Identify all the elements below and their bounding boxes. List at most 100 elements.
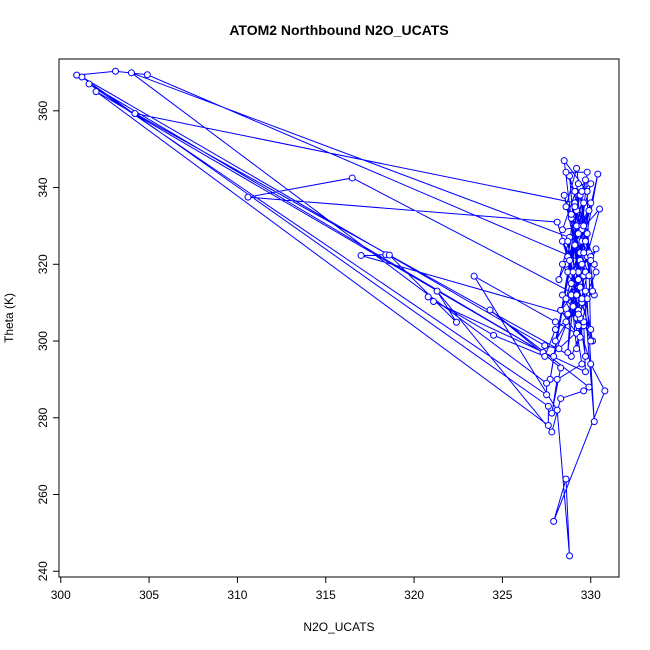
data-point	[592, 245, 600, 253]
data-point	[581, 352, 589, 360]
data-point	[357, 251, 365, 259]
data-point	[430, 298, 438, 305]
data-point	[550, 517, 558, 525]
data-point	[558, 226, 566, 234]
data-point	[573, 164, 581, 172]
data-point	[589, 287, 596, 295]
data-point	[553, 218, 561, 226]
data-point	[571, 241, 579, 249]
data-point	[560, 157, 568, 165]
data-point	[574, 322, 582, 330]
data-point	[486, 306, 494, 314]
data-point	[470, 272, 478, 280]
data-point	[587, 337, 595, 345]
data-point	[562, 295, 570, 303]
data-point	[590, 418, 598, 426]
data-point	[578, 295, 586, 303]
data-point	[490, 331, 498, 339]
data-point	[244, 193, 252, 201]
data-point	[583, 168, 591, 176]
data-point	[596, 205, 604, 213]
y-tick-label: 360	[36, 100, 50, 120]
data-point	[567, 210, 575, 218]
data-point	[553, 375, 561, 383]
data-point	[112, 67, 120, 75]
data-point	[573, 291, 581, 299]
data-point	[543, 391, 551, 399]
data-point	[566, 552, 574, 560]
data-point	[587, 199, 595, 207]
data-point	[562, 168, 570, 176]
y-tick-label: 260	[36, 484, 50, 504]
data-point	[544, 421, 552, 429]
data-point	[566, 256, 574, 264]
data-point	[562, 475, 570, 483]
data-point	[557, 306, 565, 314]
data-point	[581, 237, 589, 245]
data-point	[385, 251, 393, 259]
data-point	[583, 230, 591, 238]
data-point	[592, 268, 600, 276]
chart-title: ATOM2 Northbound N2O_UCATS	[229, 22, 448, 38]
data-point	[581, 287, 589, 295]
data-point	[551, 326, 559, 334]
data-point	[571, 203, 579, 211]
data-point	[569, 302, 577, 310]
y-tick-label: 340	[36, 177, 50, 197]
data-point	[555, 276, 563, 284]
x-axis-label: N2O_UCATS	[303, 620, 374, 634]
data-point	[574, 310, 582, 318]
y-tick-label: 240	[36, 561, 50, 581]
data-point	[558, 260, 566, 268]
data-point	[548, 409, 556, 417]
y-tick-label: 320	[36, 254, 50, 274]
data-point	[541, 342, 549, 350]
data-point	[143, 71, 151, 79]
data-point	[594, 170, 602, 178]
data-point	[578, 360, 586, 368]
data-point	[557, 364, 565, 372]
x-tick-label: 315	[316, 588, 336, 602]
data-point	[562, 203, 570, 211]
data-point	[348, 174, 356, 182]
data-point	[578, 260, 586, 268]
data-point	[131, 109, 139, 117]
data-point	[92, 88, 100, 96]
data-point	[585, 383, 593, 391]
data-point	[548, 428, 556, 436]
x-axis: 300 305 310 315 320 325 330	[51, 576, 601, 602]
data-point	[557, 395, 565, 403]
data-point	[587, 180, 595, 188]
data-point	[551, 337, 559, 345]
data-point	[581, 176, 589, 184]
data-point	[544, 402, 552, 410]
y-axis: 240 260 280 300 320 340 360	[36, 100, 60, 581]
data-point	[576, 283, 584, 291]
data-point	[578, 187, 586, 195]
data-point	[571, 187, 579, 195]
data-point	[580, 222, 588, 230]
data-point	[567, 279, 575, 287]
data-point	[587, 360, 595, 368]
data-point	[587, 326, 595, 334]
x-tick-label: 310	[227, 588, 247, 602]
data-point	[560, 191, 568, 199]
x-tick-label: 305	[139, 588, 159, 602]
data-point	[580, 387, 588, 395]
data-point	[580, 249, 588, 257]
data-point	[580, 199, 588, 207]
data-point	[452, 318, 460, 326]
x-tick-label: 330	[581, 588, 601, 602]
data-point	[555, 345, 563, 353]
data-point	[564, 310, 572, 318]
data-point	[564, 349, 572, 357]
y-tick-label: 280	[36, 407, 50, 427]
data-point	[78, 73, 86, 81]
data-point	[553, 406, 561, 414]
data-point	[424, 293, 432, 301]
data-point	[587, 256, 595, 264]
data-point	[576, 333, 584, 341]
data-point	[550, 352, 558, 360]
x-tick-label: 320	[404, 588, 424, 602]
